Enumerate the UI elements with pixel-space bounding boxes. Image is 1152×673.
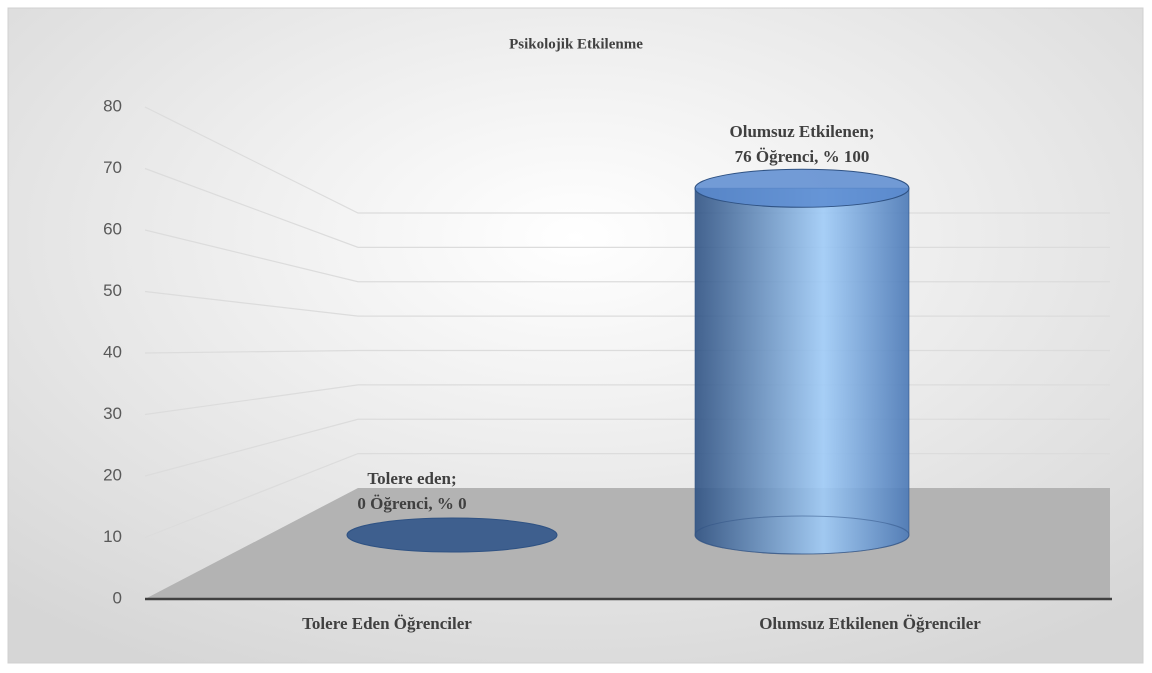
y-tick-label: 0 xyxy=(113,588,122,607)
y-tick-label: 70 xyxy=(103,158,122,177)
bar xyxy=(346,517,558,553)
cylinder-top xyxy=(346,517,558,553)
data-label: 0 Öğrenci, % 0 xyxy=(357,494,466,513)
cylinder-top xyxy=(694,168,910,208)
chart-title: Psikolojik Etkilenme xyxy=(509,36,643,52)
cylinder-body xyxy=(694,187,910,555)
y-tick-label: 30 xyxy=(103,404,122,423)
x-tick-label: Olumsuz Etkilenen Öğrenciler xyxy=(759,614,981,633)
y-tick-label: 40 xyxy=(103,342,122,361)
x-tick-label: Tolere Eden Öğrenciler xyxy=(302,614,472,633)
y-tick-label: 50 xyxy=(103,281,122,300)
data-label: Olumsuz Etkilenen; xyxy=(730,122,875,141)
y-tick-label: 20 xyxy=(103,465,122,484)
y-tick-label: 60 xyxy=(103,219,122,238)
data-label: 76 Öğrenci, % 100 xyxy=(735,147,870,166)
data-label: Tolere eden; xyxy=(367,469,456,488)
y-tick-label: 80 xyxy=(103,96,122,115)
bar xyxy=(694,168,910,555)
y-tick-label: 10 xyxy=(103,527,122,546)
cylinder-base xyxy=(694,515,910,555)
